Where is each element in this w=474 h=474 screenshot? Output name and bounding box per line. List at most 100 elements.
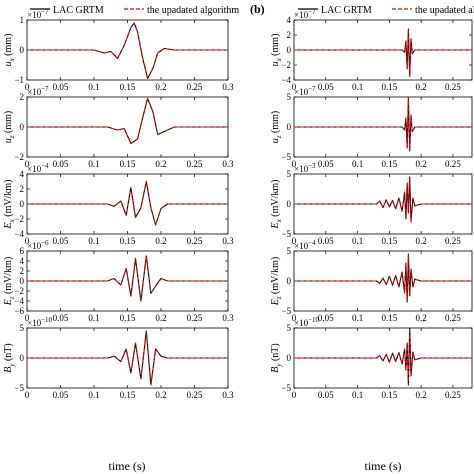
x-tick-label: 0.3 [222, 159, 234, 169]
series-line-updated-algorithm [27, 181, 228, 226]
x-tick-label: 0.2 [416, 390, 427, 400]
y-tick-label: 2 [20, 92, 25, 102]
y-tick-label: 0 [20, 45, 25, 55]
series-line-lac-grtm [294, 28, 472, 77]
series-line-updated-algorithm [294, 253, 472, 303]
x-tick-label: 0.05 [53, 82, 69, 92]
y-axis-label: uz (mm) [3, 111, 16, 143]
y-axis-label: Ez (mV/km) [270, 257, 283, 307]
x-tick-label: 0.15 [381, 159, 397, 169]
x-tick-label: 0.2 [416, 236, 427, 246]
y-tick-label: 0 [20, 353, 25, 363]
x-tick-label: 0.1 [88, 390, 99, 400]
x-tick-label: 0.15 [381, 390, 397, 400]
legend-label-0: LAC GRTM [321, 5, 372, 16]
axis-exponent: ×10−6 [27, 239, 49, 251]
x-tick-label: 0.2 [416, 313, 427, 323]
x-tick-label: 0 [292, 390, 297, 400]
y-tick-label: −5 [281, 306, 291, 316]
x-tick-label: 0.25 [445, 313, 461, 323]
x-tick-label: 0 [292, 159, 297, 169]
series-line-lac-grtm [27, 97, 228, 145]
x-tick-label: 0.25 [187, 236, 203, 246]
y-tick-label: −2 [14, 286, 24, 296]
series-line-updated-algorithm [294, 327, 472, 386]
series-line-updated-algorithm [27, 330, 228, 386]
x-tick-label: 0.15 [381, 82, 397, 92]
x-tick-label: 0.15 [120, 390, 136, 400]
y-tick-label: 4 [287, 15, 292, 25]
y-tick-label: 0 [287, 199, 292, 209]
x-tick-label: 0.3 [222, 313, 234, 323]
y-tick-label: 5 [287, 169, 292, 179]
x-tick-label: 0.25 [187, 313, 203, 323]
y-tick-label: 0 [287, 276, 292, 286]
x-tick-label: 0.1 [352, 236, 363, 246]
y-tick-label: 6 [20, 246, 25, 256]
panel-label-b: (b) [250, 2, 265, 16]
x-tick-label: 0.25 [445, 390, 461, 400]
y-tick-label: −2 [14, 152, 24, 162]
x-tick-label: 0.1 [88, 313, 99, 323]
x-tick-label: 0.3 [222, 390, 234, 400]
legend-panel-b: LAC GRTM the upadated algorithm [298, 5, 474, 16]
x-tick-label: 0 [25, 82, 30, 92]
legend-label-0: LAC GRTM [53, 5, 104, 16]
x-tick-label: 0.05 [53, 313, 69, 323]
series-line-updated-algorithm [294, 96, 472, 152]
series-line-updated-algorithm [294, 28, 472, 77]
x-tick-label: 0.3 [222, 82, 234, 92]
y-tick-label: 5 [287, 323, 292, 333]
y-axis-label: By (nT) [3, 343, 16, 373]
y-tick-label: −4 [14, 296, 24, 306]
x-tick-label: 0.15 [120, 313, 136, 323]
y-axis-label: ux (mm) [270, 34, 283, 67]
subplot-b-1: −4 −2 0 2 4 0 0.05 0.1 0.15 0.2 0.25 ×10−7 ux (mm) [270, 8, 473, 92]
x-tick-label: 0.25 [187, 159, 203, 169]
x-tick-label: 0.25 [445, 82, 461, 92]
x-tick-label: 0.2 [416, 82, 427, 92]
x-tick-label: 0.1 [88, 82, 99, 92]
x-tick-label: 0.2 [155, 236, 166, 246]
x-tick-label: 0 [292, 236, 297, 246]
x-tick-label: 0.25 [187, 390, 203, 400]
x-tick-label: 0.05 [318, 82, 334, 92]
y-axis-label: Ex (mV/km) [270, 180, 283, 230]
y-tick-label: 0 [20, 276, 25, 286]
x-tick-label: 0.05 [318, 390, 334, 400]
x-tick-label: 0.25 [445, 159, 461, 169]
x-tick-label: 0.05 [53, 236, 69, 246]
x-tick-label: 0 [292, 313, 297, 323]
legend-panel-a: LAC GRTM the upadated algorithm [30, 5, 239, 16]
x-tick-label: 0.05 [318, 313, 334, 323]
x-tick-label: 0.15 [381, 236, 397, 246]
y-tick-label: 0 [20, 199, 25, 209]
y-tick-label: 4 [20, 256, 25, 266]
x-tick-label: 0.05 [318, 159, 334, 169]
x-tick-label: 0.3 [222, 236, 234, 246]
legend-label-1: the upadated algorithm [415, 5, 474, 16]
axis-exponent: ×10−7 [294, 85, 316, 97]
axis-exponent: ×10−10 [294, 316, 320, 328]
x-tick-label: 0.15 [120, 236, 136, 246]
y-axis-label: By (nT) [270, 343, 283, 373]
x-tick-label: 0.1 [352, 313, 363, 323]
x-tick-label: 0.2 [155, 390, 166, 400]
y-tick-label: 5 [20, 323, 25, 333]
x-tick-label: 0.25 [187, 82, 203, 92]
x-tick-label: 0.05 [53, 390, 69, 400]
x-tick-label: 0.05 [318, 236, 334, 246]
x-tick-label: 0.2 [155, 313, 166, 323]
y-tick-label: −4 [14, 229, 24, 239]
x-tick-label: 0.1 [88, 159, 99, 169]
x-axis-label-a: time (s) [109, 459, 146, 473]
x-tick-label: 0.15 [381, 313, 397, 323]
x-tick-label: 0.2 [155, 82, 166, 92]
y-tick-label: 2 [287, 30, 292, 40]
y-tick-label: −5 [14, 383, 24, 393]
